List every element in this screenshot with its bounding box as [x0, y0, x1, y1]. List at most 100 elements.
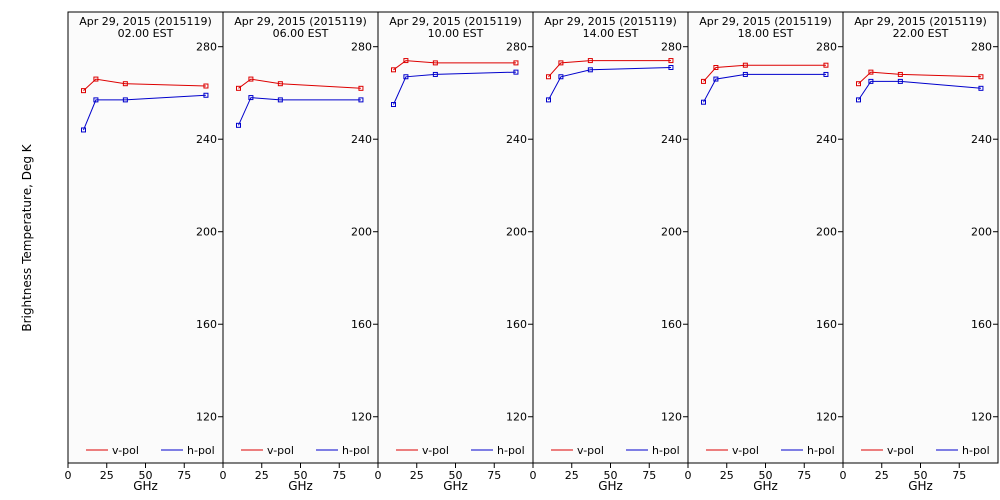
plot-frame [67, 11, 224, 464]
y-tick-label: 200 [196, 226, 217, 239]
data-point-v-pol [978, 74, 984, 80]
data-point-v-pol [868, 69, 874, 75]
data-point-v-pol [248, 76, 254, 82]
data-point-v-pol [668, 58, 674, 64]
x-tick-label: 25 [720, 469, 734, 482]
data-point-h-pol [122, 97, 128, 103]
data-point-v-pol [432, 60, 438, 66]
y-tick-label: 160 [196, 318, 217, 331]
data-point-h-pol [823, 71, 829, 77]
y-tick-label: 280 [351, 41, 372, 54]
y-tick-label: 200 [661, 226, 682, 239]
y-tick-label: 280 [971, 41, 992, 54]
y-tick-label: 160 [971, 318, 992, 331]
data-point-h-pol [513, 69, 519, 75]
panel-subtitle: 06.00 EST [273, 27, 329, 40]
data-point-v-pol [897, 71, 903, 77]
panel-4: Apr 29, 2015 (2015119)14.00 EST 120 160 200… [530, 11, 689, 493]
y-tick-label: 120 [816, 411, 837, 424]
y-tick-label: 120 [661, 411, 682, 424]
data-point-v-pol [122, 81, 128, 87]
plot-frame [377, 11, 534, 464]
panel-title: Apr 29, 2015 (2015119) [699, 15, 832, 28]
series-line-h-pol [83, 94, 206, 131]
y-tick-label: 280 [196, 41, 217, 54]
x-axis-label: GHz [288, 479, 313, 493]
y-tick-label: 120 [351, 411, 372, 424]
y-tick-label: 280 [816, 41, 837, 54]
series-line-h-pol [858, 80, 982, 101]
y-tick-label: 120 [196, 411, 217, 424]
data-point-v-pol [701, 78, 706, 84]
plot-frame [222, 11, 379, 464]
panel-subtitle: 02.00 EST [118, 27, 174, 40]
chart-panels: Apr 29, 2015 (2015119) 02.00 EST 120 160 200… [65, 11, 999, 493]
x-tick-label: 0 [685, 469, 692, 482]
legend-label-h-pol: h-pol [497, 444, 525, 457]
y-tick-label: 200 [351, 226, 372, 239]
x-tick-label: 0 [65, 469, 72, 482]
data-point-v-pol [823, 62, 829, 68]
y-tick-label: 240 [196, 133, 217, 146]
data-point-v-pol [203, 83, 209, 89]
panel-title: Apr 29, 2015 (2015119) [234, 15, 367, 28]
legend-label-h-pol: h-pol [652, 444, 680, 457]
y-tick-label: 120 [506, 411, 527, 424]
series-line-h-pol [238, 97, 361, 126]
series-line-h-pol [703, 73, 826, 103]
panel-1: Apr 29, 2015 (2015119)02.00 EST 120 160 200… [65, 11, 224, 493]
data-point-h-pol [93, 97, 99, 103]
data-point-h-pol [868, 78, 874, 84]
x-tick-label: 0 [220, 469, 227, 482]
y-axis-label: Brightness Temperature, Deg K [20, 143, 34, 331]
data-point-h-pol [897, 78, 903, 84]
y-tick-label: 240 [971, 133, 992, 146]
data-point-h-pol [558, 74, 564, 80]
panel-subtitle: 14.00 EST [583, 27, 639, 40]
data-point-v-pol [391, 67, 396, 73]
x-tick-label: 25 [255, 469, 269, 482]
legend-label-v-pol: v-pol [422, 444, 449, 457]
data-point-h-pol [81, 127, 86, 133]
series-line-v-pol [858, 71, 982, 85]
x-tick-label: 0 [375, 469, 382, 482]
x-tick-label: 50 [139, 469, 153, 482]
x-tick-label: 25 [565, 469, 579, 482]
series-line-v-pol [703, 64, 826, 82]
panel-title: Apr 29, 2015 (2015119) [544, 15, 677, 28]
data-point-v-pol [277, 81, 283, 87]
x-tick-label: 0 [530, 469, 537, 482]
legend-label-v-pol: v-pol [112, 444, 139, 457]
legend-label-v-pol: v-pol [267, 444, 294, 457]
x-tick-label: 75 [642, 469, 656, 482]
data-point-h-pol [742, 71, 748, 77]
data-point-h-pol [248, 95, 254, 101]
x-axis-label: GHz [443, 479, 468, 493]
panel-6: Apr 29, 2015 (2015119)22.00 EST 120 160 200… [840, 11, 999, 493]
panel-2: Apr 29, 2015 (2015119)06.00 EST 120 160 200… [220, 11, 379, 493]
panel-5: Apr 29, 2015 (2015119)18.00 EST 120 160 200… [685, 11, 844, 493]
x-tick-label: 50 [449, 469, 463, 482]
data-point-h-pol [203, 92, 209, 98]
data-point-v-pol [81, 88, 86, 94]
legend-label-h-pol: h-pol [187, 444, 215, 457]
x-tick-label: 75 [952, 469, 966, 482]
data-point-h-pol [277, 97, 283, 103]
data-point-v-pol [358, 85, 364, 91]
data-point-v-pol [403, 58, 409, 64]
series-line-v-pol [238, 78, 361, 89]
y-tick-label: 240 [506, 133, 527, 146]
y-tick-label: 160 [816, 318, 837, 331]
series-line-v-pol [83, 78, 206, 91]
panel-subtitle: 18.00 EST [738, 27, 794, 40]
data-point-v-pol [558, 60, 564, 66]
data-point-v-pol [546, 74, 551, 80]
legend-label-h-pol: h-pol [807, 444, 835, 457]
x-tick-label: 50 [294, 469, 308, 482]
x-axis-label: GHz [908, 479, 933, 493]
data-point-h-pol [668, 65, 674, 71]
panel-title: Apr 29, 2015 (2015119) [389, 15, 522, 28]
x-tick-label: 75 [332, 469, 346, 482]
data-point-h-pol [856, 97, 861, 103]
